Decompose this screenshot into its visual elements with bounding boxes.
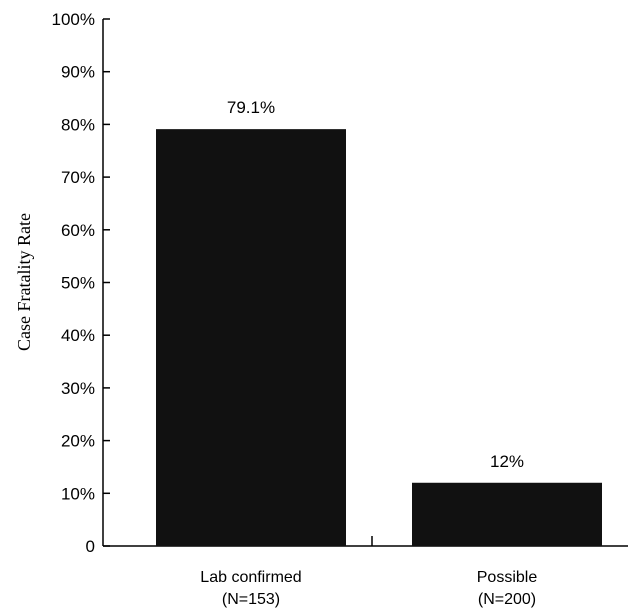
bar — [412, 482, 602, 546]
y-tick-label: 30% — [61, 379, 95, 398]
y-tick-label: 60% — [61, 221, 95, 240]
y-tick-label: 40% — [61, 326, 95, 345]
y-axis-title: Case Fratality Rate — [14, 213, 34, 351]
y-axis: 0 10% 20% 30% 40% 50% 60% 70% 80% 90% 100% — [52, 10, 110, 556]
x-axis: Lab confirmed (N=153) Possible (N=200) — [103, 536, 628, 608]
x-category-sublabel: (N=200) — [478, 591, 536, 608]
bar-data-label: 79.1% — [227, 98, 275, 117]
bars: 79.1% 12% — [156, 98, 602, 546]
y-tick-label: 70% — [61, 168, 95, 187]
y-tick-label: 20% — [61, 432, 95, 451]
y-tick-label: 90% — [61, 63, 95, 82]
y-tick-label: 10% — [61, 484, 95, 503]
y-tick-label: 0 — [86, 537, 95, 556]
y-tick-label: 50% — [61, 274, 95, 293]
bar — [156, 129, 346, 546]
x-category-label: Possible — [477, 569, 538, 586]
y-tick-label: 80% — [61, 115, 95, 134]
x-category-sublabel: (N=153) — [222, 591, 280, 608]
x-category-label: Lab confirmed — [200, 569, 301, 586]
y-tick-label: 100% — [52, 10, 95, 29]
bar-data-label: 12% — [490, 452, 524, 471]
